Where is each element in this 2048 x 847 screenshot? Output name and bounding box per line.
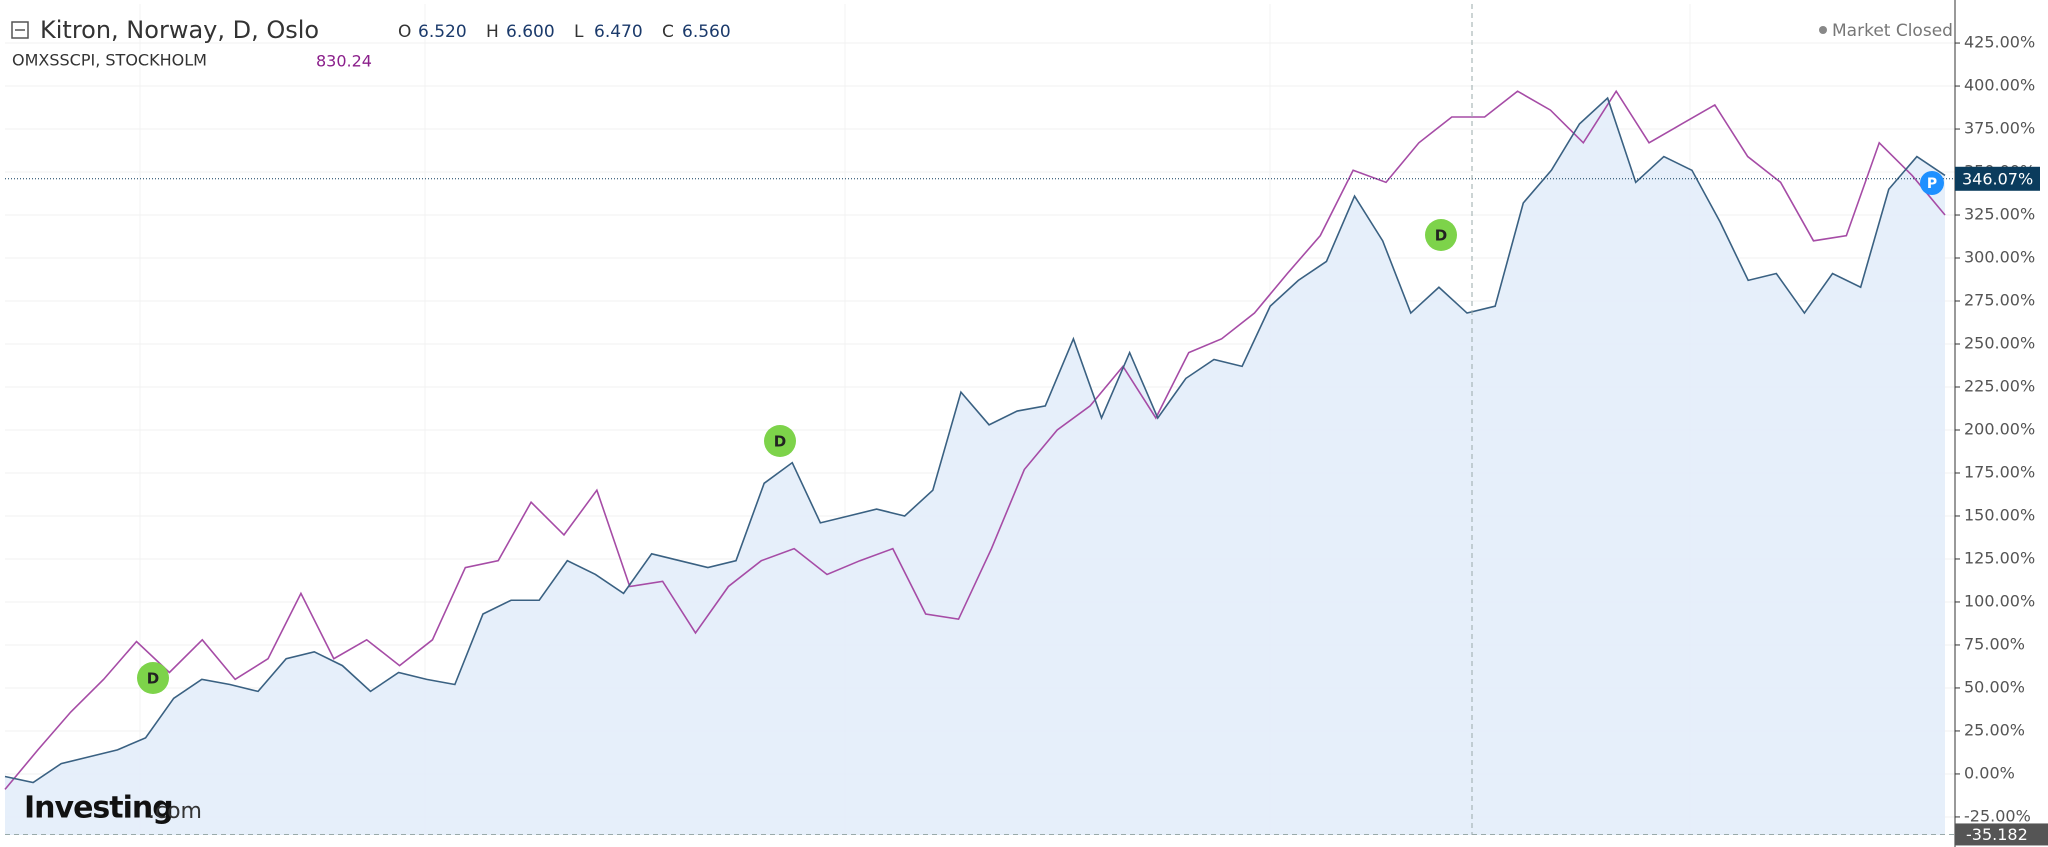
compare-title: OMXSSCPI, STOCKHOLM [12, 51, 207, 70]
ohlc-label: O [398, 22, 411, 42]
dividend-marker-label: D [774, 433, 786, 451]
market-status: Market Closed [1832, 21, 1953, 41]
crosshair-box [1955, 823, 2048, 846]
y-tick-label: 275.00% [1964, 291, 2035, 310]
y-tick-label: 150.00% [1964, 505, 2035, 524]
y-tick-label: 50.00% [1964, 677, 2025, 696]
dividend-marker-label: D [147, 670, 159, 688]
y-tick-label: 400.00% [1964, 76, 2035, 95]
y-tick-label: 250.00% [1964, 334, 2035, 353]
y-tick-label: 125.00% [1964, 548, 2035, 567]
y-tick-label: 325.00% [1964, 205, 2035, 224]
logo-suffix: .com [148, 799, 202, 824]
ohlc-label: L [574, 22, 584, 42]
logo: Investing [24, 791, 173, 826]
crosshair-label: -35.182 [1966, 825, 2028, 844]
status-dot [1819, 26, 1827, 34]
last-price-label: 346.07% [1962, 169, 2033, 188]
ohlc-label: C [662, 22, 674, 42]
y-tick-label: 225.00% [1964, 376, 2035, 395]
area [5, 98, 1945, 836]
y-tick-label: 300.00% [1964, 248, 2035, 267]
dividend-marker [137, 662, 169, 694]
dividend-marker [1425, 219, 1457, 251]
y-tick-label: -25.00% [1964, 806, 2031, 825]
ohlc: O 6.520 H 6.600 L 6.470 C 6.560 [398, 22, 731, 42]
y-tick-label: 25.00% [1964, 720, 2025, 739]
y-tick-label: 0.00% [1964, 763, 2015, 782]
dividend-marker [764, 425, 796, 457]
price-marker [1920, 171, 1944, 195]
y-tick-label: 375.00% [1964, 119, 2035, 138]
y-tick-label: 200.00% [1964, 419, 2035, 438]
y-tick-label: 75.00% [1964, 634, 2025, 653]
y-tick-label: 425.00% [1964, 33, 2035, 52]
series-line [4, 89, 1946, 790]
plot-area [4, 4, 1955, 836]
y-tick-label: 175.00% [1964, 462, 2035, 481]
ohlc-value: 6.600 [506, 22, 555, 42]
price-marker-label: P [1927, 176, 1937, 192]
ohlc-value: 6.470 [594, 22, 643, 42]
compare-value: 830.24 [316, 52, 372, 71]
ohlc-label: H [486, 22, 499, 42]
dividend-marker-label: D [1435, 227, 1447, 245]
ohlc-value: 6.520 [418, 22, 467, 42]
series-line [4, 96, 1946, 784]
y-tick-label: 100.00% [1964, 591, 2035, 610]
chart-title: Kitron, Norway, D, Oslo [40, 16, 319, 44]
last-price-box [1955, 166, 2040, 191]
ohlc-value: 6.560 [682, 22, 731, 42]
collapse-icon[interactable] [11, 21, 29, 39]
